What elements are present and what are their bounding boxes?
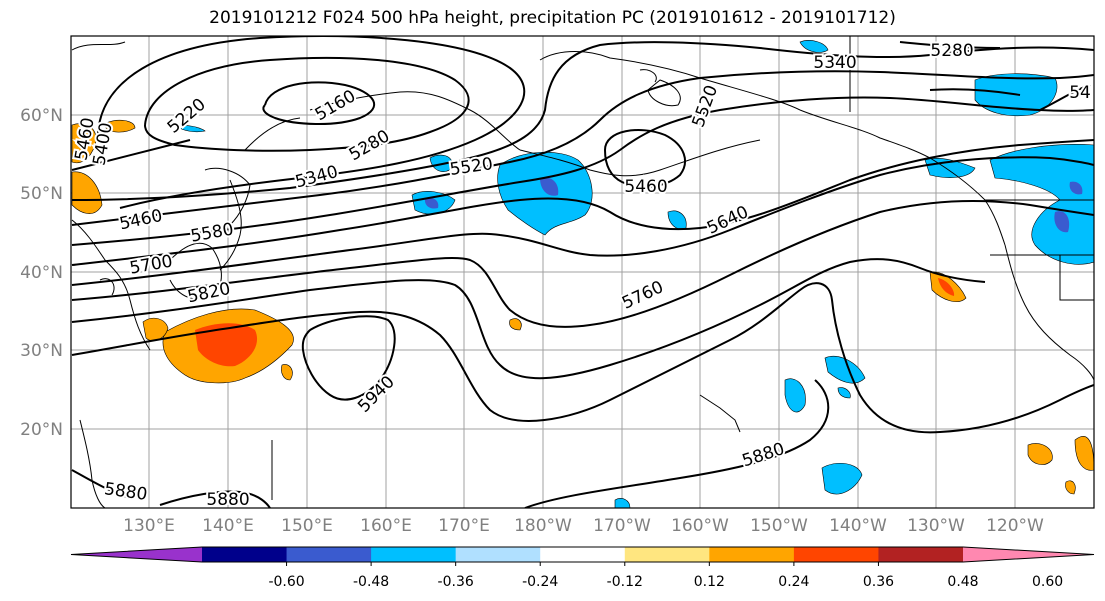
colorbar-tick-label: 0.36: [863, 574, 894, 590]
colorbar-tick-label: 0.60: [1032, 574, 1063, 590]
colorbar-segment: [540, 547, 626, 562]
colorbar-tick-label: -0.12: [607, 574, 643, 590]
lon-label: 150°W: [750, 516, 808, 536]
contour-label: 5880: [206, 490, 249, 510]
lon-label: 170°W: [593, 516, 651, 536]
colorbar-segment: [793, 547, 879, 562]
gridlines: [71, 36, 1094, 508]
height-contours: [71, 36, 1094, 508]
colorbar-tick-label: 0.12: [694, 574, 725, 590]
latitude-axis: 60°N 50°N 40°N 30°N 20°N: [20, 106, 63, 440]
colorbar-extend-high: [963, 547, 1094, 562]
colorbar-segment: [371, 547, 457, 562]
colorbar-tick-label: -0.24: [522, 574, 558, 590]
colorbar-tick-label: 0.48: [947, 574, 978, 590]
lon-label: 140°E: [202, 516, 254, 536]
lat-label: 40°N: [20, 263, 63, 283]
colorbar-tick-label: -0.60: [268, 574, 304, 590]
colorbar-segment: [624, 547, 710, 562]
colorbar: [70, 546, 1095, 566]
lat-label: 30°N: [20, 341, 63, 361]
lon-label: 150°E: [281, 516, 333, 536]
lon-label: 120°W: [986, 516, 1044, 536]
map-title: 2019101212 F024 500 hPa height, precipit…: [209, 8, 896, 28]
contour-label: 5340: [813, 53, 856, 73]
lon-label: 160°W: [671, 516, 729, 536]
colorbar-tick-label: 0.24: [778, 574, 809, 590]
lat-label: 20°N: [20, 420, 63, 440]
colorbar-segment: [878, 547, 964, 562]
lon-label: 180°W: [514, 516, 572, 536]
colorbar-segment: [455, 547, 541, 562]
colorbar-tick-label: -0.48: [353, 574, 389, 590]
contour-label: 5280: [930, 41, 973, 61]
colorbar-outline: [70, 546, 1095, 563]
contour-label: 54: [1069, 83, 1091, 103]
colorbar-ticks: -0.60 -0.48 -0.36 -0.24 -0.12 0.12 0.24 …: [268, 574, 1063, 590]
colorbar-segment: [709, 547, 795, 562]
colorbar-segment: [286, 547, 372, 562]
lon-label: 130°E: [123, 516, 175, 536]
lon-label: 140°W: [829, 516, 887, 536]
lon-label: 160°E: [360, 516, 412, 536]
lon-label: 170°E: [438, 516, 490, 536]
contour-label: 5880: [103, 479, 149, 505]
contour-label: 5460: [624, 177, 667, 197]
map-frame: [70, 35, 1095, 509]
longitude-axis: 130°E 140°E 150°E 160°E 170°E 180°W 170°…: [123, 516, 1044, 536]
colorbar-segment: [202, 547, 288, 562]
lon-label: 130°W: [907, 516, 965, 536]
colorbar-tick-label: -0.36: [438, 574, 474, 590]
lat-label: 60°N: [20, 106, 63, 126]
colorbar-extend-low: [71, 547, 202, 562]
lat-label: 50°N: [20, 184, 63, 204]
